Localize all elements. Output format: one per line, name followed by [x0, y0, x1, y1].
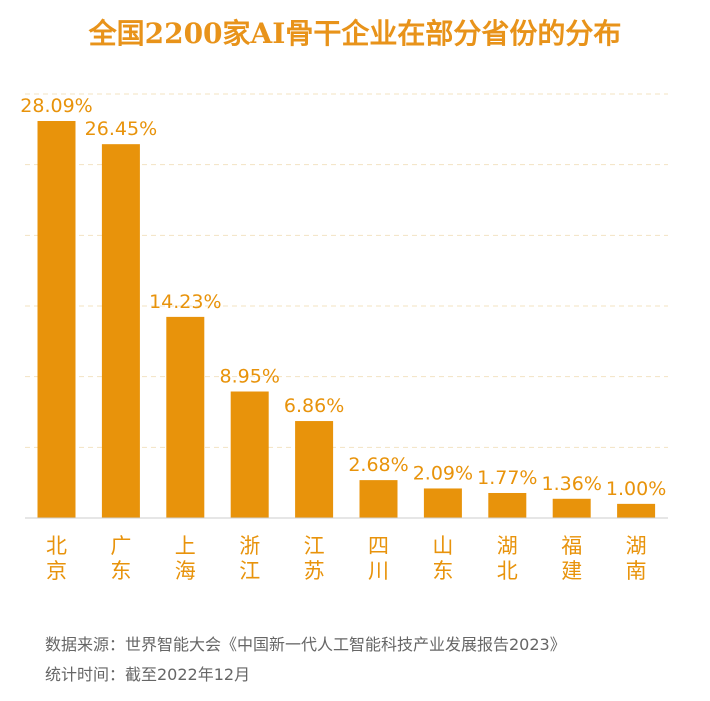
bar-5 [295, 421, 334, 518]
bar-3 [166, 316, 205, 518]
data-label: 1.00% [606, 478, 666, 500]
data-label: 2.68% [348, 454, 408, 476]
bars [37, 120, 656, 519]
bar-2 [101, 144, 140, 518]
data-label: 1.77% [477, 467, 537, 489]
category-label: 山东 [432, 534, 453, 583]
category-label: 广东 [110, 534, 131, 583]
category-label: 湖南 [626, 534, 647, 583]
data-label: 6.86% [284, 395, 344, 417]
date-line: 统计时间：截至2022年12月 [45, 665, 251, 684]
bar-7 [423, 488, 462, 518]
data-label: 1.36% [542, 473, 602, 495]
gridlines [25, 93, 668, 448]
bar-9 [552, 498, 591, 518]
bar-4 [230, 391, 269, 518]
category-label: 浙江 [239, 534, 260, 583]
bar-8 [488, 492, 527, 518]
data-label: 28.09% [20, 95, 92, 117]
data-label: 2.09% [413, 462, 473, 484]
bar-6 [359, 480, 398, 518]
source-note: 数据来源：世界智能大会《中国新一代人工智能科技产业发展报告2023》 统计时间：… [45, 630, 566, 690]
category-label: 湖北 [497, 534, 518, 583]
category-label: 福建 [561, 534, 582, 583]
category-label: 北京 [46, 534, 67, 583]
bar-10 [617, 503, 656, 518]
category-label: 上海 [175, 534, 196, 583]
category-label: 四川 [368, 534, 389, 583]
data-labels: 28.09%26.45%14.23%8.95%6.86%2.68% 2.09% 1.… [20, 95, 666, 500]
data-label: 14.23% [149, 291, 221, 313]
bar-1 [37, 120, 76, 519]
data-label: 8.95% [220, 366, 280, 388]
category-label: 江苏 [304, 534, 325, 583]
source-line: 数据来源：世界智能大会《中国新一代人工智能科技产业发展报告2023》 [45, 635, 566, 654]
data-label: 26.45% [85, 118, 157, 140]
chart-title: 全国2200家AI骨干企业在部分省份的分布 [88, 17, 622, 50]
